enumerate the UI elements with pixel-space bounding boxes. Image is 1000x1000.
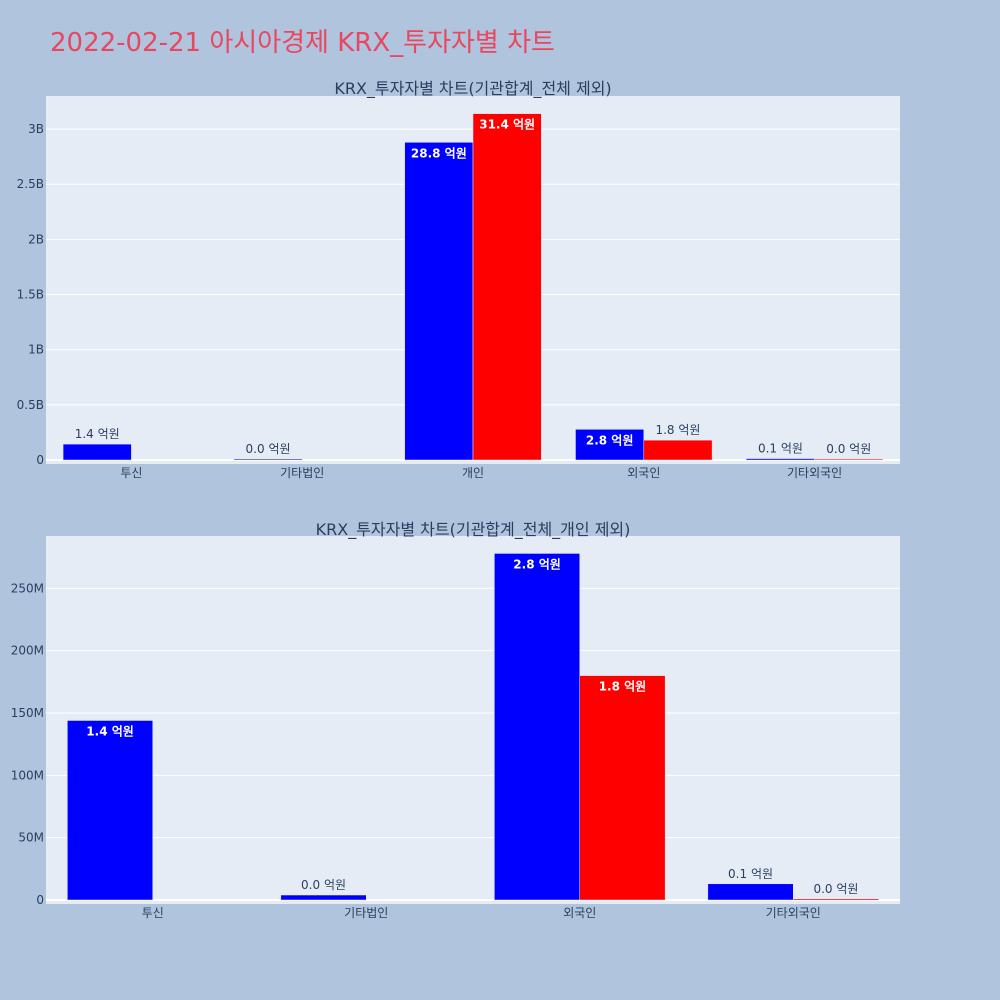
y-tick-label: 2B <box>28 232 44 246</box>
x-tick-label: 기타외국인 <box>766 906 821 920</box>
data-label: 0.0 억원 <box>301 878 346 892</box>
x-tick-label: 기타외국인 <box>787 466 842 480</box>
x-tick-label: 외국인 <box>627 466 660 480</box>
bar <box>579 675 666 901</box>
y-tick-label: 1.5B <box>17 288 44 302</box>
y-tick-label: 3B <box>28 122 44 136</box>
y-tick-label: 0 <box>36 453 44 467</box>
bar <box>814 458 884 461</box>
bar <box>62 443 132 461</box>
data-label: 1.4 억원 <box>75 427 120 441</box>
y-tick-label: 100M <box>11 768 44 782</box>
y-tick-label: 2.5B <box>17 177 44 191</box>
data-label: 0.0 억원 <box>813 882 858 896</box>
x-tick-label: 외국인 <box>563 906 596 920</box>
x-tick-label: 기타법인 <box>344 906 388 920</box>
x-tick-label: 개인 <box>462 466 484 480</box>
bar <box>404 142 474 461</box>
bar <box>67 720 153 901</box>
data-label: 0.1 억원 <box>758 442 803 456</box>
data-label: 0.0 억원 <box>826 442 871 456</box>
plot-area-2 <box>46 536 900 904</box>
y-tick-label: 150M <box>11 706 44 720</box>
y-tick-label: 0 <box>36 893 44 907</box>
data-label: 1.8 억원 <box>655 423 700 437</box>
data-label: 1.8 억원 <box>599 680 647 694</box>
data-label: 31.4 억원 <box>479 118 535 132</box>
x-tick-label: 기타법인 <box>280 466 324 480</box>
data-label: 2.8 억원 <box>586 433 634 447</box>
chart-title-1: KRX_투자자별 차트(기관합계_전체 제외) <box>334 79 611 99</box>
x-tick-label: 투신 <box>120 466 142 480</box>
data-label: 1.4 억원 <box>86 724 134 738</box>
x-tick-label: 투신 <box>142 906 164 920</box>
bar <box>233 458 303 461</box>
data-label: 28.8 억원 <box>411 146 467 160</box>
data-label: 0.0 억원 <box>246 442 291 456</box>
bar <box>280 894 367 901</box>
y-tick-label: 1B <box>28 343 44 357</box>
y-tick-label: 0.5B <box>17 398 44 412</box>
bar <box>707 883 794 901</box>
bar <box>494 553 581 901</box>
data-label: 2.8 억원 <box>513 557 561 571</box>
y-tick-label: 250M <box>11 581 44 595</box>
y-tick-label: 50M <box>18 831 44 845</box>
bar <box>746 458 815 461</box>
bar <box>575 429 645 461</box>
bar <box>793 898 879 901</box>
y-tick-label: 200M <box>11 644 44 658</box>
bar <box>643 439 713 461</box>
page-title: 2022-02-21 아시아경제 KRX_투자자별 차트 <box>50 28 555 58</box>
chart-title-2: KRX_투자자별 차트(기관합계_전체_개인 제외) <box>316 520 631 540</box>
bar <box>472 113 542 461</box>
data-label: 0.1 억원 <box>728 867 773 881</box>
